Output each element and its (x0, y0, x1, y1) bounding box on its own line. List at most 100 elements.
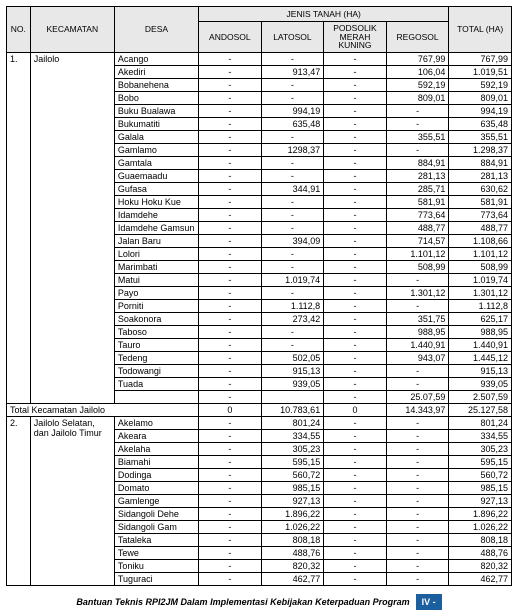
cell: - (386, 442, 449, 455)
cell: - (386, 299, 449, 312)
cell: - (386, 377, 449, 390)
hdr-latosol: LATOSOL (261, 22, 324, 53)
cell: Soakonora (114, 312, 198, 325)
footer-text: Bantuan Teknis RPI2JM Dalam Implementasi… (76, 597, 409, 607)
cell: - (386, 481, 449, 494)
cell: 767,99 (449, 52, 512, 65)
cell: Payo (114, 286, 198, 299)
cell: Tuguraci (114, 572, 198, 585)
cell: Lolori (114, 247, 198, 260)
cell: - (199, 286, 262, 299)
cell: - (199, 52, 262, 65)
cell: 809,01 (449, 91, 512, 104)
cell: Gamtala (114, 156, 198, 169)
cell: - (199, 130, 262, 143)
cell: 595,15 (449, 455, 512, 468)
footer: Bantuan Teknis RPI2JM Dalam Implementasi… (6, 594, 512, 610)
cell: 820,32 (449, 559, 512, 572)
cell: - (199, 494, 262, 507)
cell: Tewe (114, 546, 198, 559)
cell: - (199, 559, 262, 572)
cell: 913,47 (261, 65, 324, 78)
cell: 581,91 (386, 195, 449, 208)
cell: - (199, 351, 262, 364)
cell: - (324, 195, 387, 208)
cell: - (199, 143, 262, 156)
cell: 488,77 (386, 221, 449, 234)
cell: - (386, 494, 449, 507)
cell: - (324, 494, 387, 507)
cell: Jailolo (30, 52, 114, 403)
cell: - (386, 533, 449, 546)
cell: - (199, 468, 262, 481)
cell: 884,91 (386, 156, 449, 169)
cell: 808,18 (261, 533, 324, 546)
cell: Guaemaadu (114, 169, 198, 182)
cell: 1.026,22 (261, 520, 324, 533)
cell: 1.112,8 (449, 299, 512, 312)
cell: 939,05 (261, 377, 324, 390)
cell: Todowangi (114, 364, 198, 377)
cell: Tauro (114, 338, 198, 351)
cell: Tedeng (114, 351, 198, 364)
cell: - (324, 299, 387, 312)
cell: 2.507,59 (449, 390, 512, 403)
cell: 714,57 (386, 234, 449, 247)
cell: - (324, 325, 387, 338)
cell: - (386, 364, 449, 377)
hdr-jenis: JENIS TANAH (HA) (199, 7, 449, 22)
cell: - (199, 390, 262, 403)
cell: 334,55 (449, 429, 512, 442)
cell: 281,13 (449, 169, 512, 182)
cell: 581,91 (449, 195, 512, 208)
cell: - (324, 117, 387, 130)
cell: 560,72 (449, 468, 512, 481)
cell: - (199, 416, 262, 429)
cell: - (199, 325, 262, 338)
cell: - (324, 104, 387, 117)
cell: 801,24 (261, 416, 324, 429)
cell: - (199, 455, 262, 468)
cell: 394,09 (261, 234, 324, 247)
cell: - (199, 364, 262, 377)
cell: Buku Bualawa (114, 104, 198, 117)
cell: 808,18 (449, 533, 512, 546)
cell: - (199, 221, 262, 234)
cell: 305,23 (261, 442, 324, 455)
cell: Hoku Hoku Kue (114, 195, 198, 208)
cell: - (261, 156, 324, 169)
cell: - (261, 247, 324, 260)
cell: - (386, 429, 449, 442)
cell: 462,77 (449, 572, 512, 585)
cell: - (199, 338, 262, 351)
cell: - (324, 143, 387, 156)
cell: 1298,37 (261, 143, 324, 156)
cell (261, 390, 324, 403)
cell: - (386, 559, 449, 572)
hdr-andosol: ANDOSOL (199, 22, 262, 53)
cell: 488,76 (261, 546, 324, 559)
cell: Biamahi (114, 455, 198, 468)
cell: - (199, 377, 262, 390)
cell: 14.343,97 (386, 403, 449, 416)
cell: - (199, 247, 262, 260)
cell: Domato (114, 481, 198, 494)
cell: Bobo (114, 91, 198, 104)
cell: 305,23 (449, 442, 512, 455)
cell: Gamlenge (114, 494, 198, 507)
cell: Galala (114, 130, 198, 143)
cell: 994,19 (261, 104, 324, 117)
cell: - (324, 130, 387, 143)
cell: 281,13 (386, 169, 449, 182)
cell: Tataleka (114, 533, 198, 546)
cell: 939,05 (449, 377, 512, 390)
cell: 915,13 (261, 364, 324, 377)
cell: - (324, 429, 387, 442)
cell: 25.07,59 (386, 390, 449, 403)
cell: - (324, 533, 387, 546)
cell: - (261, 338, 324, 351)
cell: 1.301,12 (386, 286, 449, 299)
cell: - (261, 221, 324, 234)
hdr-podsolik: PODSOLIK MERAH KUNING (324, 22, 387, 53)
cell: - (199, 78, 262, 91)
